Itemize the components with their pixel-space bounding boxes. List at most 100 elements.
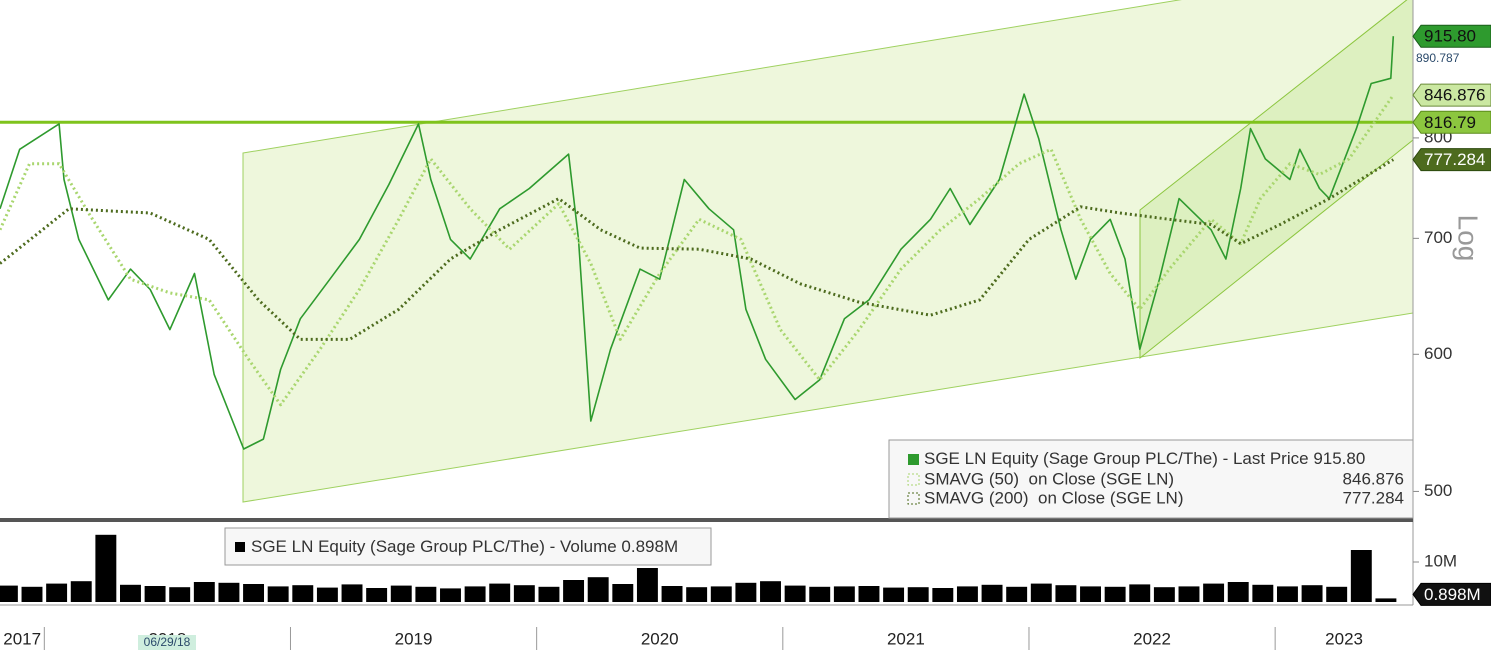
- legend-suffix: - Last Price: [1223, 449, 1309, 468]
- volume-bar: [513, 585, 535, 602]
- volume-bar: [0, 585, 18, 602]
- volume-bar: [612, 584, 634, 602]
- volume-bar: [341, 584, 363, 602]
- volume-bar: [809, 586, 831, 602]
- volume-bar: [538, 586, 560, 602]
- volume-bar: [21, 586, 43, 602]
- legend-value: 846.876: [1343, 469, 1404, 488]
- volume-bar: [193, 582, 215, 602]
- value-tag: [1412, 24, 1491, 48]
- value-tag-label: 0.898M: [1424, 585, 1481, 604]
- volume-bar: [883, 587, 905, 602]
- marker-label: 890.787: [1416, 51, 1460, 65]
- volume-bar: [218, 582, 240, 602]
- volume-bar: [1203, 583, 1225, 602]
- volume-bar: [981, 584, 1003, 602]
- volume-bar: [1375, 598, 1397, 602]
- volume-bar: [735, 582, 757, 602]
- y-tick-label: 600: [1424, 344, 1452, 363]
- volume-legend: SGE LN Equity (Sage Group PLC/The) - Vol…: [224, 527, 712, 566]
- volume-bar: [1030, 583, 1052, 602]
- volume-bar: [1153, 587, 1175, 602]
- volume-bar: [1350, 550, 1372, 602]
- legend-name: SGE LN Equity (Sage Group PLC/The): [251, 537, 545, 556]
- volume-bar: [1301, 585, 1323, 602]
- volume-bar: [1104, 586, 1126, 602]
- volume-bar: [1006, 586, 1028, 602]
- volume-bar: [1276, 586, 1298, 602]
- value-tag: [1412, 148, 1491, 172]
- volume-bar: [636, 568, 658, 602]
- volume-bar: [1129, 584, 1151, 602]
- legend-name: SGE LN Equity (Sage Group PLC/The): [924, 449, 1218, 468]
- x-tick-label: 2022: [1133, 629, 1171, 648]
- volume-bar: [95, 534, 117, 602]
- value-tag: [1412, 582, 1491, 606]
- y-axis-label: Log: [1453, 215, 1484, 262]
- legend-entry: SGE LN Equity (Sage Group PLC/The) - Vol…: [251, 537, 678, 556]
- volume-bar: [120, 584, 141, 602]
- legend-entry: SMAVG (50) on Close (SGE LN): [924, 469, 1174, 488]
- price-line: [0, 36, 1395, 450]
- volume-bar: [907, 587, 929, 602]
- volume-bar: [760, 581, 781, 602]
- value-tag-label: 915.80: [1424, 27, 1476, 46]
- date-marker: 06/29/18: [144, 635, 191, 649]
- y-tick-label: 700: [1424, 228, 1452, 247]
- value-tag: [1412, 110, 1491, 134]
- x-tick-label: 2019: [395, 629, 433, 648]
- legend-value: 777.284: [1343, 488, 1404, 507]
- value-tag-label: 777.284: [1424, 150, 1485, 169]
- date-marker-box: [138, 635, 196, 650]
- volume-bar: [1326, 586, 1348, 602]
- volume-bar: [243, 584, 265, 602]
- volume-bar: [587, 577, 609, 602]
- volume-bar: [1227, 582, 1249, 602]
- volume-bar: [169, 587, 191, 602]
- moving-average-line: [0, 94, 1395, 407]
- volume-bar: [267, 586, 289, 602]
- volume-bar: [440, 588, 461, 602]
- legend-suffix: - Volume: [550, 537, 617, 556]
- volume-bar: [1178, 586, 1200, 602]
- legend: SGE LN Equity (Sage Group PLC/The) - Las…: [888, 439, 1414, 519]
- legend-entry: SMAVG (200) on Close (SGE LN): [924, 488, 1184, 507]
- volume-bar: [464, 586, 486, 602]
- x-tick-label: 2023: [1325, 629, 1363, 648]
- volume-bar: [390, 585, 412, 602]
- x-tick-label: 2021: [887, 629, 925, 648]
- x-tick-label: 2020: [641, 629, 679, 648]
- legend-box: [888, 439, 1414, 519]
- volume-bar: [563, 580, 585, 602]
- legend-swatch: [907, 492, 920, 505]
- legend-value: 915.80: [1313, 449, 1365, 468]
- y-tick-label: 10M: [1424, 551, 1457, 570]
- value-tag: [1412, 83, 1491, 107]
- panel-separator: [0, 518, 1413, 522]
- volume-bar: [316, 587, 338, 602]
- volume-bar: [46, 583, 68, 602]
- legend-swatch: [907, 473, 920, 486]
- volume-bar: [833, 586, 855, 602]
- legend-box: [224, 527, 712, 566]
- volume-bar: [932, 588, 954, 602]
- trend-channel: [242, 0, 1413, 503]
- legend-entry: SGE LN Equity (Sage Group PLC/The) - Las…: [924, 449, 1365, 468]
- value-tag-label: 846.876: [1424, 86, 1485, 105]
- volume-bar: [858, 586, 880, 602]
- moving-average-line: [0, 158, 1395, 341]
- volume-bar: [956, 586, 978, 602]
- volume-bar: [686, 587, 708, 602]
- volume-bar: [415, 586, 437, 602]
- y-tick-label: 500: [1424, 481, 1452, 500]
- volume-bar: [144, 586, 166, 602]
- volume-bar: [292, 585, 314, 602]
- plot-area: [0, 36, 1413, 450]
- volume-bar: [70, 581, 92, 602]
- volume-bar: [661, 586, 683, 602]
- volume-bar: [1055, 585, 1077, 602]
- volume-bar: [1252, 584, 1274, 602]
- volume-bar: [489, 583, 511, 602]
- x-tick-label: 2017: [3, 629, 41, 648]
